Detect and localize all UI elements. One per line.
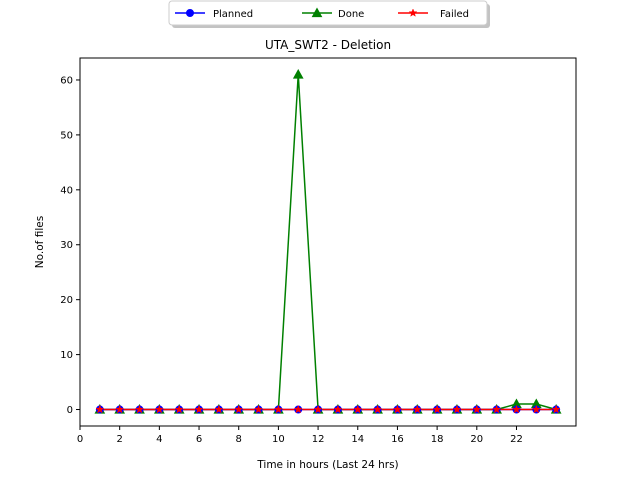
legend-marker-failed [408,8,418,17]
legend-marker-done [311,7,323,18]
x-tick-label: 22 [510,434,523,445]
x-tick-label: 16 [391,434,404,445]
x-tick-label: 4 [156,434,162,445]
data-point-failed [472,404,482,414]
data-point-failed [373,404,383,414]
plot-area [79,57,577,427]
data-point-failed [531,404,541,414]
data-point-failed [254,404,264,414]
chart-title: UTA_SWT2 - Deletion [265,38,391,52]
y-tick-label: 50 [60,130,73,141]
data-point-failed [154,404,164,414]
legend-label-failed: Failed [440,9,469,20]
y-tick-label: 30 [60,240,73,251]
x-tick-label: 6 [196,434,202,445]
legend: Planned Done Failed [168,0,490,28]
x-tick-label: 18 [431,434,444,445]
data-point-failed [333,404,343,414]
legend-label-done: Done [338,9,364,20]
data-point-failed [194,404,204,414]
y-axis-label: No.of files [34,216,46,268]
data-point-failed [135,404,144,414]
x-tick-label: 8 [236,434,242,445]
x-tick-label: 10 [272,434,285,445]
data-point-failed [492,404,502,414]
data-point-failed [392,404,402,414]
data-point-failed [273,404,283,414]
y-tick-label: 0 [67,405,73,416]
data-point-failed [551,404,561,414]
legend-marker-planned [186,9,194,17]
y-tick-label: 60 [60,75,73,86]
data-point-failed [452,404,462,414]
data-point-failed [115,404,125,414]
y-axis: 0 10 20 30 40 50 60 [60,75,80,416]
data-point-failed [95,404,105,414]
x-tick-label: 12 [312,434,325,445]
data-point-failed [234,404,244,414]
data-point-failed [412,404,422,414]
data-point-failed [214,404,224,414]
x-tick-label: 14 [351,434,364,445]
data-point-failed [353,404,363,414]
x-tick-label: 20 [470,434,483,445]
x-tick-label: 2 [116,434,122,445]
x-tick-label: 0 [77,434,83,445]
data-point-failed [432,404,442,414]
data-point-done [292,68,304,79]
data-point-failed [512,404,521,414]
data-point-failed [313,404,323,414]
legend-label-planned: Planned [213,9,253,20]
series-layer [94,68,562,414]
x-axis: 0 2 4 6 8 10 12 14 16 18 20 22 [77,426,523,445]
y-tick-label: 20 [60,295,73,306]
data-point-failed [174,404,184,414]
y-tick-label: 40 [60,185,73,196]
x-axis-label: Time in hours (Last 24 hrs) [256,459,398,471]
data-point-failed [293,404,303,414]
y-tick-label: 10 [60,350,73,361]
